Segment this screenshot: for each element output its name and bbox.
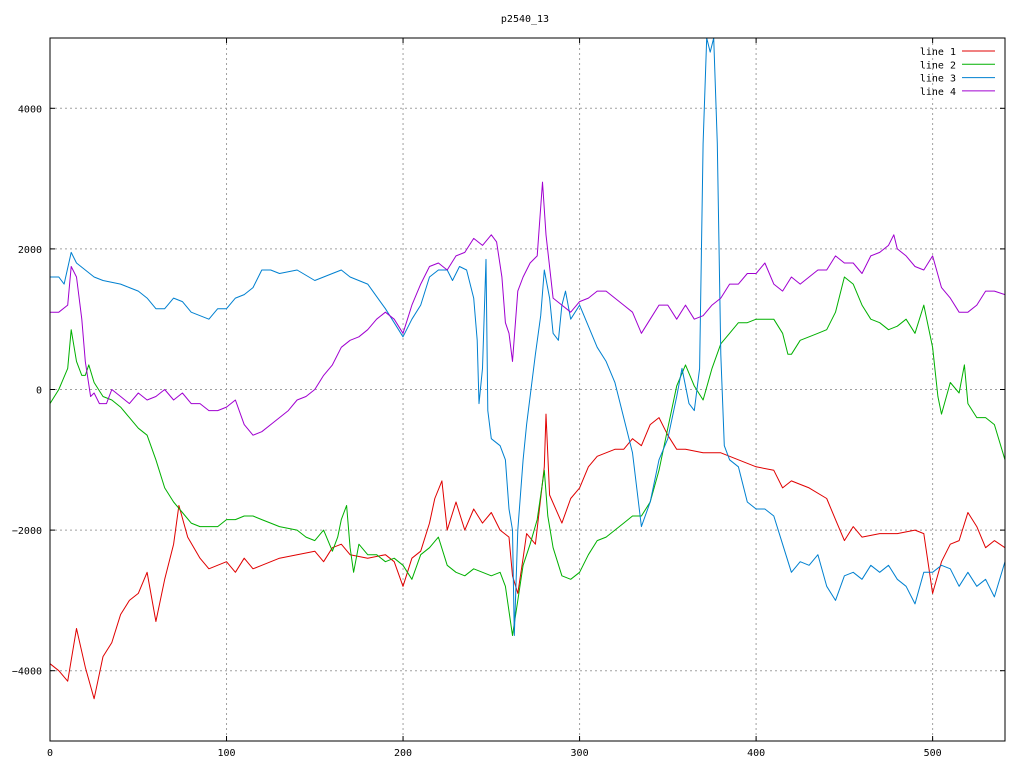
x-tick-label: 300 — [571, 748, 589, 759]
legend-label-2: line 2 — [920, 60, 956, 71]
y-tick-label: 4000 — [18, 104, 42, 115]
y-tick-label: 2000 — [18, 245, 42, 256]
x-tick-label: 500 — [924, 748, 942, 759]
axis-ticks: 0 100 200 300 400 500 −4000 −2000 0 2000 4000 — [12, 38, 1005, 759]
legend-label-4: line 4 — [920, 87, 956, 98]
legend-label-1: line 1 — [920, 47, 956, 58]
y-tick-label: −2000 — [12, 526, 42, 537]
x-tick-label: 400 — [747, 748, 765, 759]
chart-title: p2540_13 — [501, 14, 549, 25]
series-line-3 — [50, 38, 1005, 636]
legend: line 1 line 2 line 3 line 4 — [920, 47, 995, 98]
series-line-4 — [50, 181, 1005, 436]
grid-lines — [50, 38, 1005, 741]
y-tick-label: 0 — [36, 386, 42, 397]
x-tick-label: 100 — [217, 748, 235, 759]
x-tick-label: 200 — [394, 748, 412, 759]
legend-label-3: line 3 — [920, 74, 956, 85]
series-line-2 — [50, 276, 1005, 636]
y-tick-label: −4000 — [12, 667, 42, 678]
x-tick-label: 0 — [47, 748, 53, 759]
series-lines — [50, 38, 1005, 700]
series-line-1 — [50, 413, 1005, 700]
